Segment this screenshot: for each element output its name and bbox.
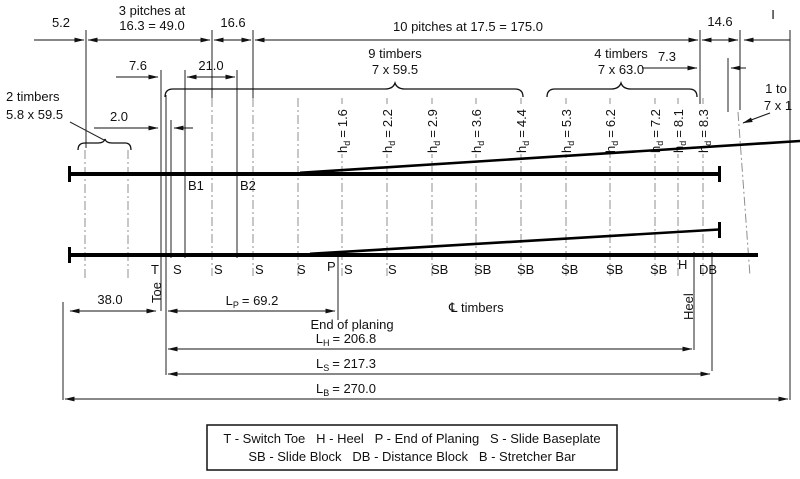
dim-3-pitches-line1: 3 pitches at <box>119 3 186 18</box>
leader-line <box>69 121 105 141</box>
note-9-timbers-line1: 9 timbers <box>368 46 422 61</box>
hd-label: hd=7.2 <box>648 104 665 154</box>
inclined-centerline <box>737 111 751 277</box>
note-cl-timbers: ℄ timbers <box>448 300 504 315</box>
svg-text:hd=2.2: hd=2.2 <box>380 109 397 153</box>
legend-box <box>206 424 618 471</box>
dim-5.2: 5.2 <box>52 15 70 30</box>
extension-lines <box>62 30 791 400</box>
dim-lb: LB = 270.0 <box>316 381 376 398</box>
dim-lh: LH = 206.8 <box>316 331 376 348</box>
component-labels: T S S S S P S S SB SB SB SB SB SB H DB T… <box>149 257 717 320</box>
label-s: S <box>388 262 397 277</box>
label-sb: SB <box>474 262 491 277</box>
brace-9-timbers <box>164 80 524 98</box>
label-p: P <box>327 259 336 274</box>
top-switch-rail <box>299 139 800 175</box>
dim-ls: LS = 217.3 <box>316 356 376 373</box>
note-4-timbers-line1: 4 timbers <box>594 46 648 61</box>
dim-7.3: 7.3 <box>658 49 676 64</box>
legend-line1: T - Switch Toe H - Heel P - End of Plani… <box>223 431 600 446</box>
note-gradient-line1: 1 to <box>765 81 787 96</box>
label-db: DB <box>699 262 717 277</box>
bottom-dimensions: 38.0 LP = 69.2 End of planing ℄ timbers L… <box>64 292 789 402</box>
label-h: H <box>678 257 687 272</box>
svg-text:hd=5.3: hd=5.3 <box>559 109 576 153</box>
hd-label: hd=3.6 <box>469 104 486 154</box>
note-2-timbers-line1: 2 timbers <box>6 89 60 104</box>
dim-16.6: 16.6 <box>220 15 245 30</box>
label-heel-rotated: Heel <box>681 293 696 320</box>
label-s: S <box>173 262 182 277</box>
label-toe-t: T <box>151 262 159 277</box>
dim-21.0: 21.0 <box>198 58 223 73</box>
dim-i: I <box>771 7 775 22</box>
svg-text:hd=7.2: hd=7.2 <box>648 109 665 153</box>
label-sb: SB <box>606 262 623 277</box>
note-2-timbers-line2: 5.8 x 59.5 <box>6 107 63 122</box>
note-4-timbers-line2: 7 x 63.0 <box>598 62 644 77</box>
dim-2.0: 2.0 <box>110 109 128 124</box>
legend: T - Switch Toe H - Heel P - End of Plani… <box>206 424 618 471</box>
dim-7.6: 7.6 <box>129 58 147 73</box>
label-sb: SB <box>650 262 667 277</box>
label-s: S <box>255 262 264 277</box>
brace-2-timbers <box>77 138 132 151</box>
timber-group-notes: 2 timbers 5.8 x 59.5 9 timbers 7 x 59.5 … <box>6 46 792 151</box>
label-sb: SB <box>517 262 534 277</box>
label-b2: B2 <box>240 178 256 193</box>
dim-38.0: 38.0 <box>97 292 122 307</box>
rails <box>68 139 800 263</box>
hd-label: hd=2.2 <box>380 104 397 154</box>
hd-label: hd=6.2 <box>603 104 620 154</box>
label-toe-rotated: Toe <box>149 282 164 303</box>
svg-text:hd=3.6: hd=3.6 <box>469 109 486 153</box>
label-sb: SB <box>561 262 578 277</box>
hd-label: hd=5.3 <box>559 104 576 154</box>
dim-3-pitches-line2: 16.3 = 49.0 <box>119 18 184 33</box>
label-s: S <box>214 262 223 277</box>
hd-label: hd=4.4 <box>514 104 531 154</box>
bottom-switch-rail <box>309 228 720 256</box>
svg-text:hd=6.2: hd=6.2 <box>603 109 620 153</box>
hd-label: hd=2.9 <box>425 104 442 154</box>
top-dimensions: 5.2 3 pitches at 16.3 = 49.0 16.6 10 pit… <box>34 3 790 131</box>
legend-line2: SB - Slide Block DB - Distance Block B -… <box>248 449 576 464</box>
svg-text:hd=8.3: hd=8.3 <box>696 109 713 153</box>
label-s: S <box>344 262 353 277</box>
hd-label: hd=8.3 <box>696 104 713 154</box>
hd-label: hd=1.6 <box>335 104 352 154</box>
brace-4-timbers <box>546 80 698 98</box>
label-b1: B1 <box>188 178 204 193</box>
label-s: S <box>297 262 306 277</box>
svg-text:hd=2.9: hd=2.9 <box>425 109 442 153</box>
dim-10-pitches: 10 pitches at 17.5 = 175.0 <box>393 19 543 34</box>
note-end-of-planing: End of planing <box>310 317 393 332</box>
planing-depth-labels: hd=1.6 hd=2.2 hd=2.9 hd=3.6 hd=4.4 hd=5.… <box>335 104 713 154</box>
label-sb: SB <box>431 262 448 277</box>
note-9-timbers-line2: 7 x 59.5 <box>372 62 418 77</box>
svg-text:hd=8.1: hd=8.1 <box>671 109 688 153</box>
note-gradient-line2: 7 x 1 <box>764 98 792 113</box>
dim-14.6: 14.6 <box>707 14 732 29</box>
gradient-leader-arrow <box>742 112 771 124</box>
dim-lp: LP = 69.2 <box>226 293 279 310</box>
svg-text:hd=1.6: hd=1.6 <box>335 109 352 153</box>
svg-text:hd=4.4: hd=4.4 <box>514 109 531 153</box>
hd-label: hd=8.1 <box>671 104 688 154</box>
